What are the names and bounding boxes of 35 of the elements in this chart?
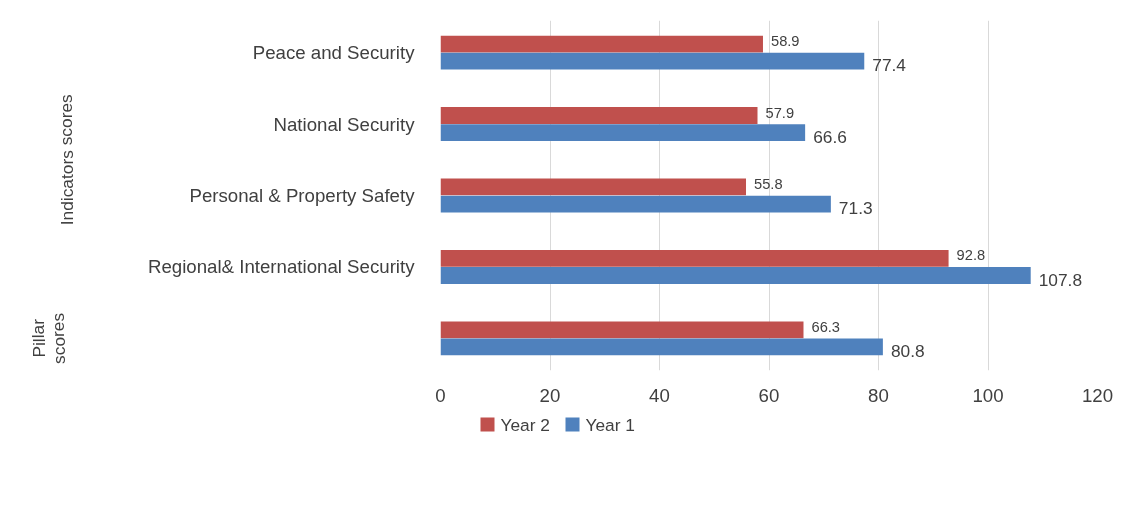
legend-label: Year 1 [585, 414, 635, 435]
data-label: 58.9 [770, 33, 800, 50]
x-tick-label: 40 [649, 384, 670, 406]
bar [440, 124, 806, 142]
text: Pillar scores [28, 312, 69, 364]
y-tick-label: Personal & Property Safety [189, 185, 416, 206]
bar [440, 249, 949, 267]
bar [440, 107, 758, 124]
data-label: 66.3 [811, 318, 841, 335]
x-tick-label: 100 [972, 384, 1004, 406]
y-tick-label: Regional& International Security [147, 256, 416, 278]
x-tick-label: 60 [758, 384, 780, 406]
data-label: 55.8 [754, 175, 783, 192]
data-label: 80.8 [890, 340, 925, 361]
x-tick-label: 120 [1081, 384, 1114, 406]
y-tick-label: Peace and Security [252, 42, 416, 64]
data-label: 66.6 [813, 126, 847, 147]
data-label: 107.8 [1038, 269, 1083, 290]
data-label: 77.4 [872, 55, 907, 76]
bar [440, 267, 1031, 284]
bar [440, 35, 763, 53]
data-label: 57.9 [765, 104, 795, 121]
text: Indicators scores [56, 93, 77, 226]
bar [440, 52, 865, 70]
bar [440, 178, 747, 196]
legend-label: Year 2 [500, 414, 550, 435]
data-label: 71.3 [838, 198, 873, 219]
data-label: 92.8 [956, 247, 986, 264]
x-tick-label: 20 [539, 384, 561, 406]
x-tick-label: 0 [435, 384, 446, 406]
y-tick-label: National Security [273, 113, 416, 135]
bar [440, 195, 831, 213]
bar [440, 338, 883, 356]
x-tick-label: 80 [868, 384, 889, 406]
bar [440, 321, 804, 339]
